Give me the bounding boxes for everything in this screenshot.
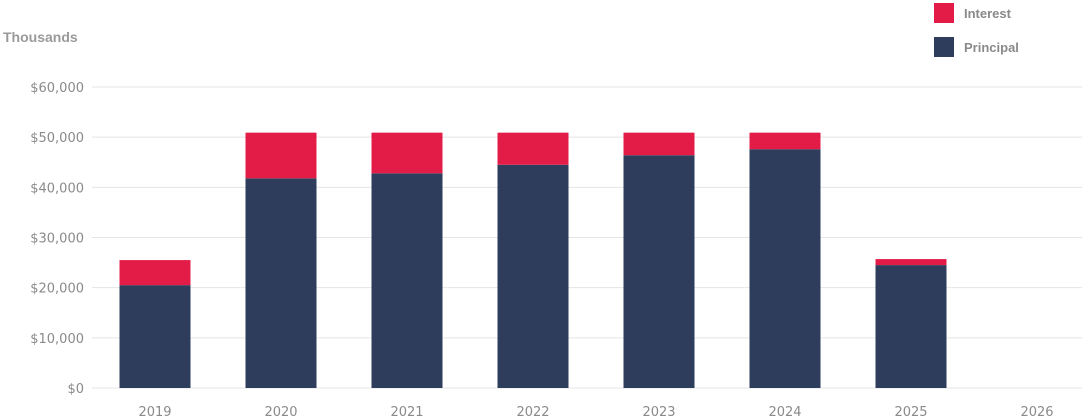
x-tick-label: 2020 bbox=[264, 405, 297, 420]
x-tick-label: 2021 bbox=[390, 405, 423, 420]
bar-principal-2025 bbox=[875, 265, 947, 388]
x-tick-label: 2025 bbox=[894, 405, 927, 420]
bar-interest-2023 bbox=[623, 132, 695, 156]
bar-interest-2024 bbox=[749, 132, 821, 150]
x-axis-ticks: 2019 2020 2021 2022 2023 2024 2025 2026 bbox=[138, 405, 1053, 420]
legend-label-interest: Interest bbox=[964, 6, 1012, 21]
x-tick-label: 2022 bbox=[516, 405, 549, 420]
y-tick-label: $30,000 bbox=[30, 232, 84, 247]
x-tick-label: 2019 bbox=[138, 405, 171, 420]
legend-label-principal: Principal bbox=[964, 40, 1019, 55]
y-tick-label: $60,000 bbox=[30, 81, 84, 96]
legend-swatch-principal bbox=[934, 37, 954, 57]
legend-swatch-interest bbox=[934, 3, 954, 23]
bar-interest-2021 bbox=[371, 132, 443, 174]
bar-principal-2022 bbox=[497, 164, 569, 388]
y-unit-label: Thousands bbox=[3, 29, 78, 45]
bar-principal-2024 bbox=[749, 149, 821, 388]
y-tick-label: $10,000 bbox=[30, 332, 84, 347]
bar-interest-2020 bbox=[245, 132, 317, 179]
y-tick-label: $0 bbox=[67, 382, 84, 397]
bar-interest-2022 bbox=[497, 132, 569, 165]
y-axis-ticks: $0 $10,000 $20,000 $30,000 $40,000 $50,000 $60… bbox=[30, 81, 84, 397]
x-tick-label: 2023 bbox=[642, 405, 675, 420]
bar-interest-2019 bbox=[119, 260, 191, 286]
bar-principal-2023 bbox=[623, 155, 695, 388]
bar-principal-2020 bbox=[245, 178, 317, 388]
x-tick-label: 2026 bbox=[1020, 405, 1053, 420]
y-tick-label: $50,000 bbox=[30, 131, 84, 146]
legend: Interest Principal bbox=[934, 3, 1019, 57]
bar-interest-2025 bbox=[875, 259, 947, 266]
x-tick-label: 2024 bbox=[768, 405, 801, 420]
bar-principal-2019 bbox=[119, 285, 191, 388]
y-tick-label: $40,000 bbox=[30, 181, 84, 196]
y-tick-label: $20,000 bbox=[30, 282, 84, 297]
bar-principal-2021 bbox=[371, 173, 443, 388]
bars bbox=[119, 132, 947, 388]
